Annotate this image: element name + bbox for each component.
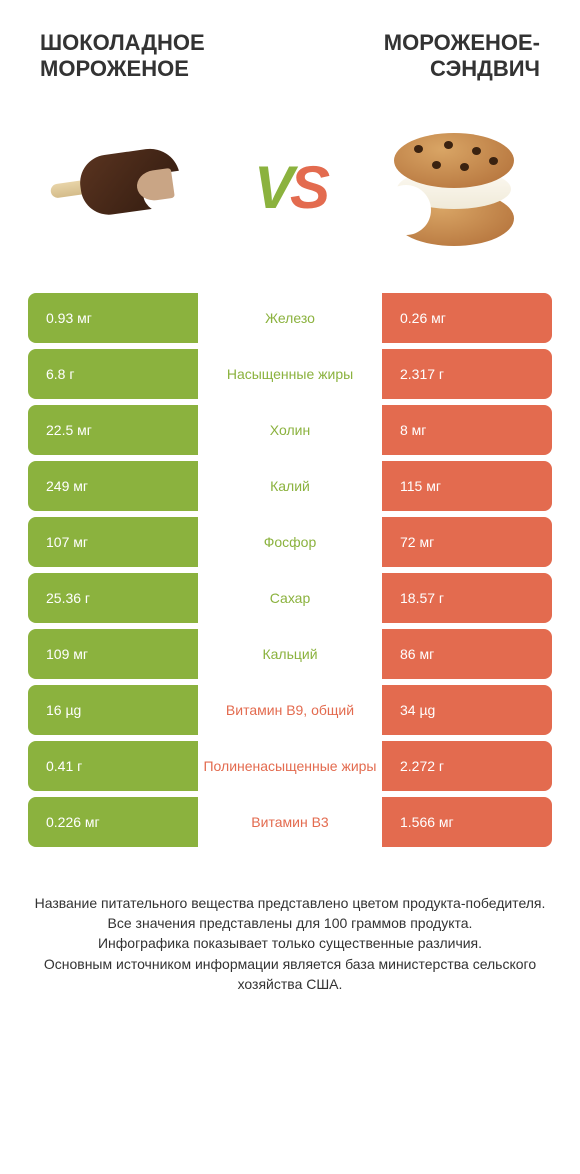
cell-label: Железо bbox=[198, 293, 382, 343]
table-row: 0.93 мгЖелезо0.26 мг bbox=[28, 293, 552, 343]
comparison-table: 0.93 мгЖелезо0.26 мг 6.8 гНасыщенные жиры… bbox=[0, 293, 580, 847]
footer-line: Все значения представлены для 100 граммо… bbox=[30, 913, 550, 933]
vs-label: VS bbox=[254, 153, 326, 222]
cell-right: 34 µg bbox=[382, 685, 552, 735]
cell-right: 72 мг bbox=[382, 517, 552, 567]
cell-left: 25.36 г bbox=[28, 573, 198, 623]
cell-right: 86 мг bbox=[382, 629, 552, 679]
cell-left: 0.41 г bbox=[28, 741, 198, 791]
vs-s: S bbox=[290, 154, 326, 221]
cell-left: 107 мг bbox=[28, 517, 198, 567]
table-row: 249 мгКалий115 мг bbox=[28, 461, 552, 511]
table-row: 109 мгКальций86 мг bbox=[28, 629, 552, 679]
title-right: МОРОЖЕНОЕ-СЭНДВИЧ bbox=[315, 30, 540, 83]
cell-label: Холин bbox=[198, 405, 382, 455]
cell-label: Насыщенные жиры bbox=[198, 349, 382, 399]
table-row: 6.8 гНасыщенные жиры2.317 г bbox=[28, 349, 552, 399]
cell-label: Витамин B9, общий bbox=[198, 685, 382, 735]
footer-line: Название питательного вещества представл… bbox=[30, 893, 550, 913]
cell-left: 0.93 мг bbox=[28, 293, 198, 343]
cell-right: 115 мг bbox=[382, 461, 552, 511]
vs-v: V bbox=[254, 154, 290, 221]
table-row: 22.5 мгХолин8 мг bbox=[28, 405, 552, 455]
chocolate-icecream-image bbox=[51, 123, 211, 253]
icecream-sandwich-image bbox=[369, 123, 529, 253]
cell-left: 109 мг bbox=[28, 629, 198, 679]
cell-label: Фосфор bbox=[198, 517, 382, 567]
cell-left: 6.8 г bbox=[28, 349, 198, 399]
hero: VS bbox=[0, 93, 580, 293]
table-row: 107 мгФосфор72 мг bbox=[28, 517, 552, 567]
table-row: 16 µgВитамин B9, общий34 µg bbox=[28, 685, 552, 735]
cell-label: Полиненасыщенные жиры bbox=[198, 741, 382, 791]
title-left: ШОКОЛАДНОЕ МОРОЖЕНОЕ bbox=[40, 30, 265, 83]
cell-left: 249 мг bbox=[28, 461, 198, 511]
cell-right: 2.272 г bbox=[382, 741, 552, 791]
table-row: 0.226 мгВитамин B31.566 мг bbox=[28, 797, 552, 847]
cell-right: 18.57 г bbox=[382, 573, 552, 623]
table-row: 0.41 гПолиненасыщенные жиры2.272 г bbox=[28, 741, 552, 791]
cell-label: Сахар bbox=[198, 573, 382, 623]
table-row: 25.36 гСахар18.57 г bbox=[28, 573, 552, 623]
cell-right: 2.317 г bbox=[382, 349, 552, 399]
footer: Название питательного вещества представл… bbox=[0, 853, 580, 994]
cell-left: 0.226 мг bbox=[28, 797, 198, 847]
cell-label: Кальций bbox=[198, 629, 382, 679]
header: ШОКОЛАДНОЕ МОРОЖЕНОЕ МОРОЖЕНОЕ-СЭНДВИЧ bbox=[0, 0, 580, 93]
cell-right: 1.566 мг bbox=[382, 797, 552, 847]
footer-line: Основным источником информации является … bbox=[30, 954, 550, 995]
cell-left: 22.5 мг bbox=[28, 405, 198, 455]
cell-left: 16 µg bbox=[28, 685, 198, 735]
cell-label: Калий bbox=[198, 461, 382, 511]
cell-right: 0.26 мг bbox=[382, 293, 552, 343]
cell-right: 8 мг bbox=[382, 405, 552, 455]
footer-line: Инфографика показывает только существенн… bbox=[30, 933, 550, 953]
cell-label: Витамин B3 bbox=[198, 797, 382, 847]
